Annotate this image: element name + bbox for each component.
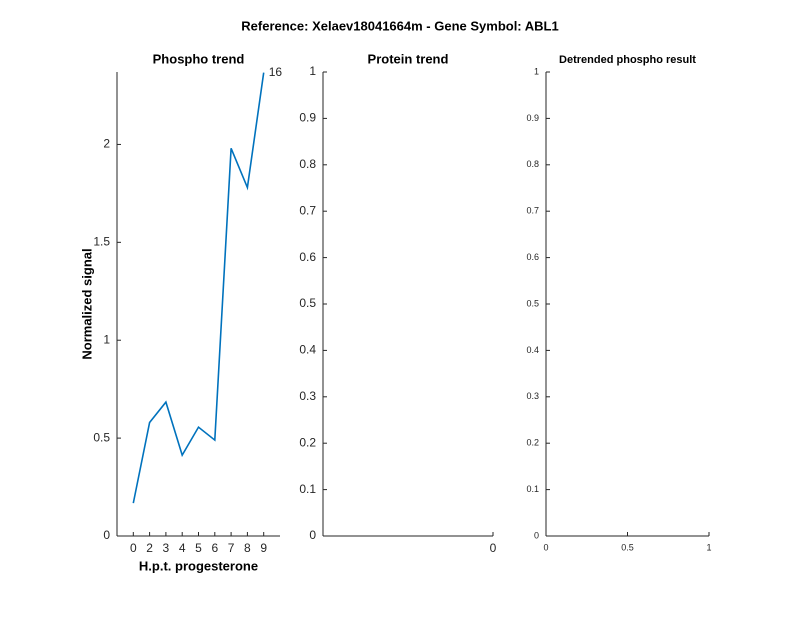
y-tick-label: 0.5 (93, 430, 110, 444)
x-tick-label: 0 (543, 542, 548, 552)
x-tick-label: 0 (130, 541, 137, 555)
y-tick-label: 0.5 (299, 296, 316, 310)
y-axis-label: Normalized signal (79, 248, 94, 359)
y-tick-label: 0.2 (299, 435, 316, 449)
y-tick-label: 0.5 (526, 298, 539, 308)
x-tick-label: 0.5 (621, 542, 634, 552)
x-tick-label: 1 (706, 542, 711, 552)
x-tick-label: 2 (146, 541, 153, 555)
x-axis-label: H.p.t. progesterone (139, 558, 258, 573)
y-tick-label: 1.5 (93, 235, 110, 249)
y-tick-label: 0.6 (299, 250, 316, 264)
y-tick-label: 0.4 (299, 343, 316, 357)
y-tick-label: 0 (103, 528, 110, 542)
x-tick-label: 6 (211, 541, 218, 555)
subplot-title: Detrended phospho result (559, 54, 696, 66)
subplot-title: Phospho trend (153, 51, 245, 66)
y-tick-label: 1 (534, 66, 539, 76)
y-tick-label: 0.2 (526, 438, 539, 448)
y-tick-label: 0.8 (526, 159, 539, 169)
subplot-title: Protein trend (368, 51, 449, 66)
y-tick-label: 0.7 (526, 206, 539, 216)
x-tick-label: 0 (490, 541, 497, 555)
y-tick-label: 0.6 (526, 252, 539, 262)
y-tick-label: 0.3 (526, 391, 539, 401)
y-tick-label: 2 (103, 137, 110, 151)
x-tick-label: 9 (260, 541, 267, 555)
x-tick-label: 7 (228, 541, 235, 555)
y-tick-label: 0.3 (299, 389, 316, 403)
figure-title: Reference: Xelaev18041664m - Gene Symbol… (241, 18, 558, 33)
x-tick-label: 5 (195, 541, 202, 555)
y-tick-label: 0.1 (299, 482, 316, 496)
y-tick-label: 1 (309, 64, 316, 78)
y-tick-label: 0 (309, 528, 316, 542)
y-tick-label: 0.9 (299, 111, 316, 125)
y-tick-label: 0.7 (299, 203, 316, 217)
y-tick-label: 0.9 (526, 113, 539, 123)
y-tick-label: 0.1 (526, 484, 539, 494)
annotation: 16 (269, 65, 283, 79)
x-tick-label: 8 (244, 541, 251, 555)
y-tick-label: 1 (103, 332, 110, 346)
y-tick-label: 0.8 (299, 157, 316, 171)
y-tick-label: 0.4 (526, 345, 539, 355)
x-tick-label: 3 (163, 541, 170, 555)
x-tick-label: 4 (179, 541, 186, 555)
y-tick-label: 0 (534, 530, 539, 540)
data-line (132, 72, 265, 504)
